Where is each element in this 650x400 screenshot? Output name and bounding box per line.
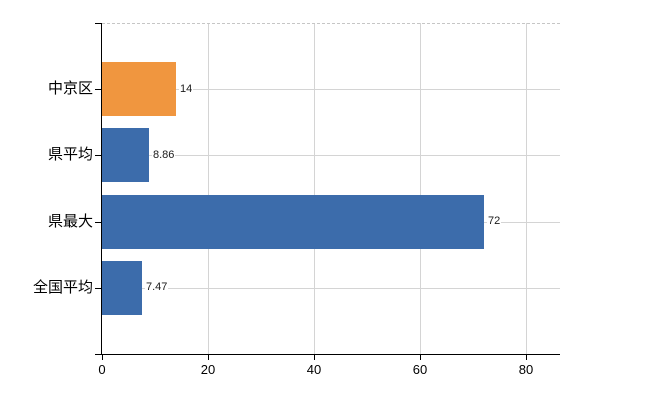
- category-label: 県最大: [47, 213, 93, 230]
- y-axis-tick: [95, 222, 102, 223]
- y-axis-tick: [95, 89, 102, 90]
- x-tick-label: 40: [306, 362, 322, 377]
- horizontal-gridline: [102, 89, 560, 90]
- category-label: 中京区: [47, 80, 93, 97]
- x-tick-label: 0: [98, 362, 106, 377]
- vertical-gridline: [208, 23, 209, 354]
- x-axis-tick: [314, 355, 315, 360]
- horizontal-gridline: [102, 155, 560, 156]
- x-tick-label: 80: [518, 362, 534, 377]
- y-axis-line: [101, 23, 102, 354]
- value-label: 7.47: [145, 281, 169, 294]
- bar-0: [102, 62, 176, 116]
- bar-2: [102, 195, 484, 249]
- y-axis-top-tick: [95, 23, 102, 24]
- value-label: 8.86: [152, 149, 176, 162]
- category-label: 全国平均: [32, 279, 93, 296]
- x-axis-tick: [526, 355, 527, 360]
- x-tick-label: 60: [412, 362, 428, 377]
- x-axis-line: [95, 354, 560, 355]
- horizontal-gridline: [102, 288, 560, 289]
- vertical-gridline: [526, 23, 527, 354]
- vertical-gridline: [420, 23, 421, 354]
- plot-top-border: [102, 23, 560, 24]
- value-label: 14: [179, 83, 194, 96]
- x-tick-label: 20: [200, 362, 216, 377]
- bar-1: [102, 128, 149, 182]
- bar-3: [102, 261, 142, 315]
- category-label: 県平均: [47, 146, 93, 163]
- x-axis-tick: [208, 355, 209, 360]
- y-axis-tick: [95, 288, 102, 289]
- x-axis-tick: [420, 355, 421, 360]
- vertical-gridline: [314, 23, 315, 354]
- x-axis-tick: [102, 355, 103, 360]
- value-label: 72: [487, 215, 502, 228]
- y-axis-tick: [95, 155, 102, 156]
